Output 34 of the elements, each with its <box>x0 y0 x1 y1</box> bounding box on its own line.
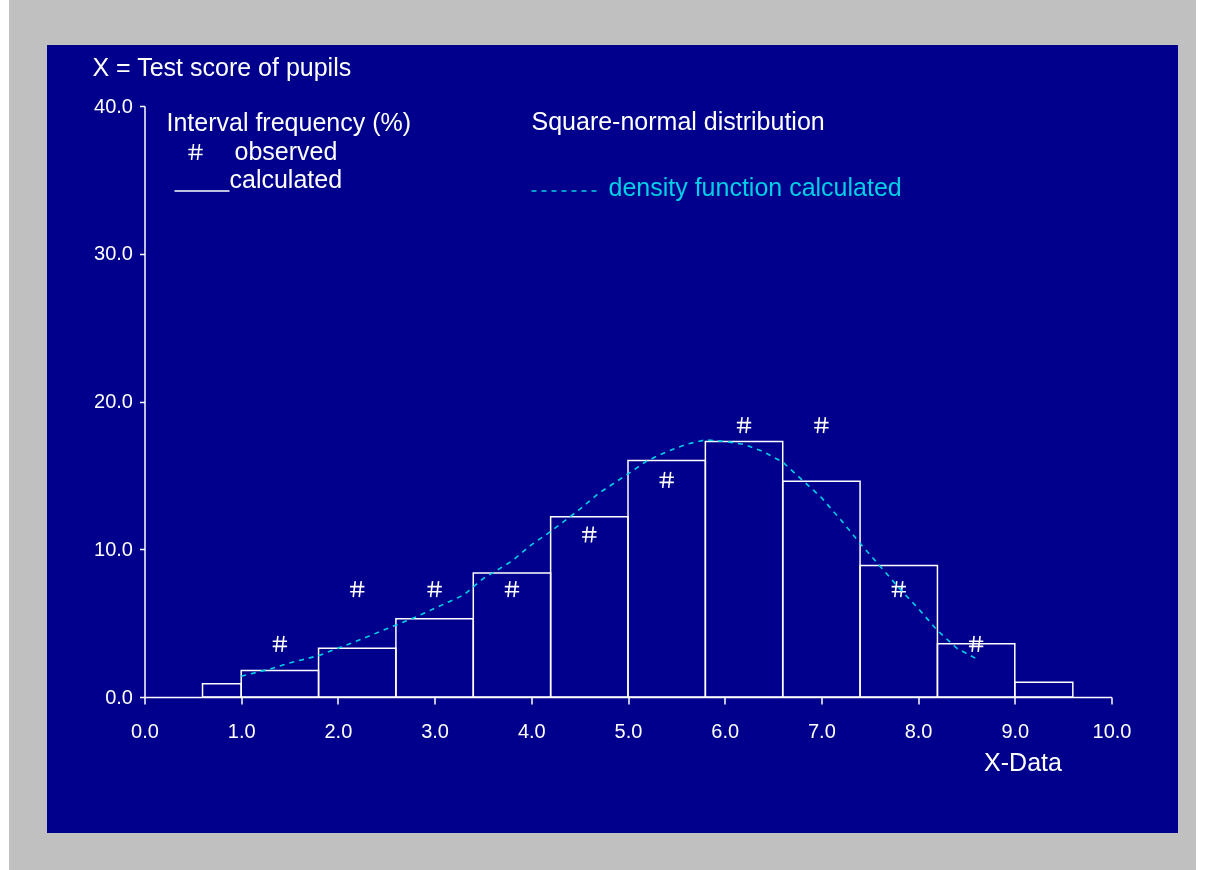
x-tick-label: 3.0 <box>421 719 450 742</box>
y-tick-label: 40.0 <box>94 94 133 117</box>
point <box>503 580 520 598</box>
x-tick-label: 10.0 <box>1092 719 1132 742</box>
x-tick-label: 4.0 <box>517 719 546 742</box>
x-tick-label: 9.0 <box>1001 719 1030 742</box>
point <box>890 580 907 598</box>
point <box>271 635 288 653</box>
y-tick-label: 30.0 <box>94 242 133 265</box>
point <box>581 525 598 544</box>
point <box>736 416 753 434</box>
y-tick-label: 10.0 <box>94 537 133 560</box>
chart-subtitle: X = Test score of pupils <box>92 53 352 81</box>
legend-title: Interval frequency (%) <box>166 108 412 136</box>
y-tick-label: 0.0 <box>105 685 133 708</box>
line-series <box>240 439 977 678</box>
point <box>349 580 366 598</box>
x-axis-title: X-Data <box>984 747 1062 776</box>
x-tick-label: 5.0 <box>614 719 643 742</box>
x-tick-label: 8.0 <box>904 719 933 742</box>
x-tick-label: 6.0 <box>711 719 740 742</box>
annotation: Square-normal distribution <box>531 107 825 135</box>
y-tick-label: 20.0 <box>94 390 133 412</box>
point <box>968 635 985 653</box>
legend-label: density function calculated <box>608 173 902 201</box>
point <box>813 416 830 434</box>
point <box>426 580 443 598</box>
x-tick-label: 0.0 <box>131 719 159 742</box>
x-tick-label: 1.0 <box>227 719 256 742</box>
legend-label: calculated <box>229 165 343 193</box>
point <box>658 471 675 489</box>
legend-label: observed <box>234 137 338 165</box>
x-tick-label: 2.0 <box>324 719 353 742</box>
x-tick-label: 7.0 <box>807 719 836 742</box>
